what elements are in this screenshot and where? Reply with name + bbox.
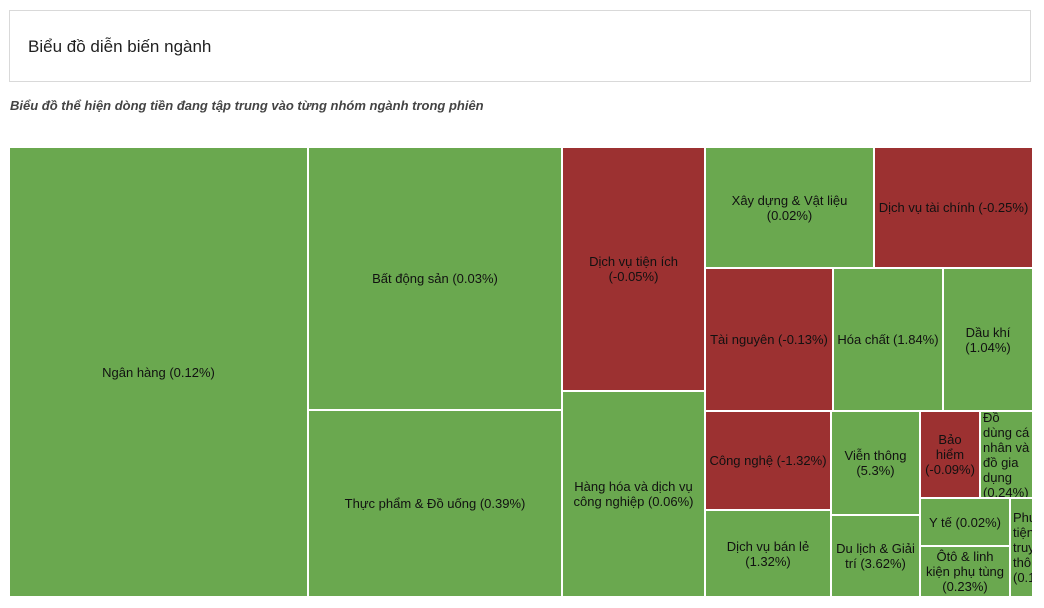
treemap-tile-label: Dịch vụ bán lẻ (1.32%) bbox=[726, 538, 810, 569]
treemap-tile-label: Xây dựng & Vật liệu (0.02%) bbox=[731, 192, 848, 223]
treemap-tile[interactable]: Xây dựng & Vật liệu (0.02%) bbox=[705, 147, 874, 268]
treemap-tile[interactable]: Hóa chất (1.84%) bbox=[833, 268, 943, 411]
treemap-tile-label: Hàng hóa và dịch vụ công nghiệp (0.06%) bbox=[573, 479, 694, 509]
treemap-tile[interactable]: Viễn thông (5.3%) bbox=[831, 411, 920, 515]
treemap-tile[interactable]: Tài nguyên (-0.13%) bbox=[705, 268, 833, 411]
treemap-tile[interactable]: Bất động sản (0.03%) bbox=[308, 147, 562, 410]
treemap-tile[interactable]: Ngân hàng (0.12%) bbox=[9, 147, 308, 597]
treemap-tile-label: Bất động sản (0.03%) bbox=[372, 271, 498, 286]
treemap-tile-label: Tài nguyên (-0.13%) bbox=[710, 332, 828, 347]
treemap-tile-label: Dầu khí (1.04%) bbox=[965, 324, 1011, 355]
treemap-tile[interactable]: Thực phẩm & Đồ uống (0.39%) bbox=[308, 410, 562, 597]
treemap-tile-label: Thực phẩm & Đồ uống (0.39%) bbox=[344, 496, 526, 511]
treemap-tile[interactable]: Dịch vụ tài chính (-0.25%) bbox=[874, 147, 1033, 268]
page-title: Biểu đồ diễn biến ngành bbox=[28, 37, 212, 56]
treemap-tile[interactable]: Bảo hiểm (-0.09%) bbox=[920, 411, 980, 498]
treemap-tile-label: Dịch vụ tiện ích (-0.05%) bbox=[589, 254, 678, 284]
treemap-tile[interactable]: Hàng hóa và dịch vụ công nghiệp (0.06%) bbox=[562, 391, 705, 597]
treemap-tile[interactable]: Dịch vụ tiện ích (-0.05%) bbox=[562, 147, 705, 391]
treemap-tile[interactable]: Du lịch & Giải trí (3.62%) bbox=[831, 515, 920, 597]
treemap-tile-label: Du lịch & Giải trí (3.62%) bbox=[836, 541, 915, 571]
treemap-tile[interactable]: Phương tiện truyền thông (0.1 bbox=[1010, 498, 1033, 597]
treemap-tile[interactable]: Ôtô & linh kiện phụ tùng (0.23%) bbox=[920, 546, 1010, 597]
treemap-tile-label: Ngân hàng (0.12%) bbox=[102, 364, 215, 380]
treemap-tile[interactable]: Đồ dùng cá nhân và đồ gia dụng (0.24%) bbox=[980, 411, 1033, 498]
treemap-tile[interactable]: Công nghệ (-1.32%) bbox=[705, 411, 831, 510]
treemap-tile-label: Đồ dùng cá nhân và đồ gia dụng (0.24%) bbox=[983, 411, 1030, 498]
treemap-tile-label: Y tế (0.02%) bbox=[928, 514, 1002, 530]
treemap-tile-label: Công nghệ (-1.32%) bbox=[709, 453, 827, 468]
sector-treemap: Ngân hàng (0.12%) Bất động sản (0.03%) Thự… bbox=[9, 147, 1033, 597]
treemap-tile-label: Hóa chất (1.84%) bbox=[837, 332, 939, 347]
treemap-tile-label: Phương tiện truyền thông (0.1 bbox=[1013, 510, 1033, 585]
chart-subtitle: Biểu đồ thể hiện dòng tiền đang tập trun… bbox=[10, 98, 484, 113]
treemap-tile-label: Ôtô & linh kiện phụ tùng (0.23%) bbox=[925, 549, 1005, 594]
treemap-tile-label: Dịch vụ tài chính (-0.25%) bbox=[878, 200, 1029, 215]
treemap-tile-label: Bảo hiểm (-0.09%) bbox=[925, 432, 975, 477]
treemap-tile[interactable]: Y tế (0.02%) bbox=[920, 498, 1010, 546]
chart-header: Biểu đồ diễn biến ngành bbox=[9, 10, 1031, 82]
treemap-tile[interactable]: Dầu khí (1.04%) bbox=[943, 268, 1033, 411]
treemap-tile[interactable]: Dịch vụ bán lẻ (1.32%) bbox=[705, 510, 831, 597]
treemap-tile-label: Viễn thông (5.3%) bbox=[844, 448, 907, 478]
